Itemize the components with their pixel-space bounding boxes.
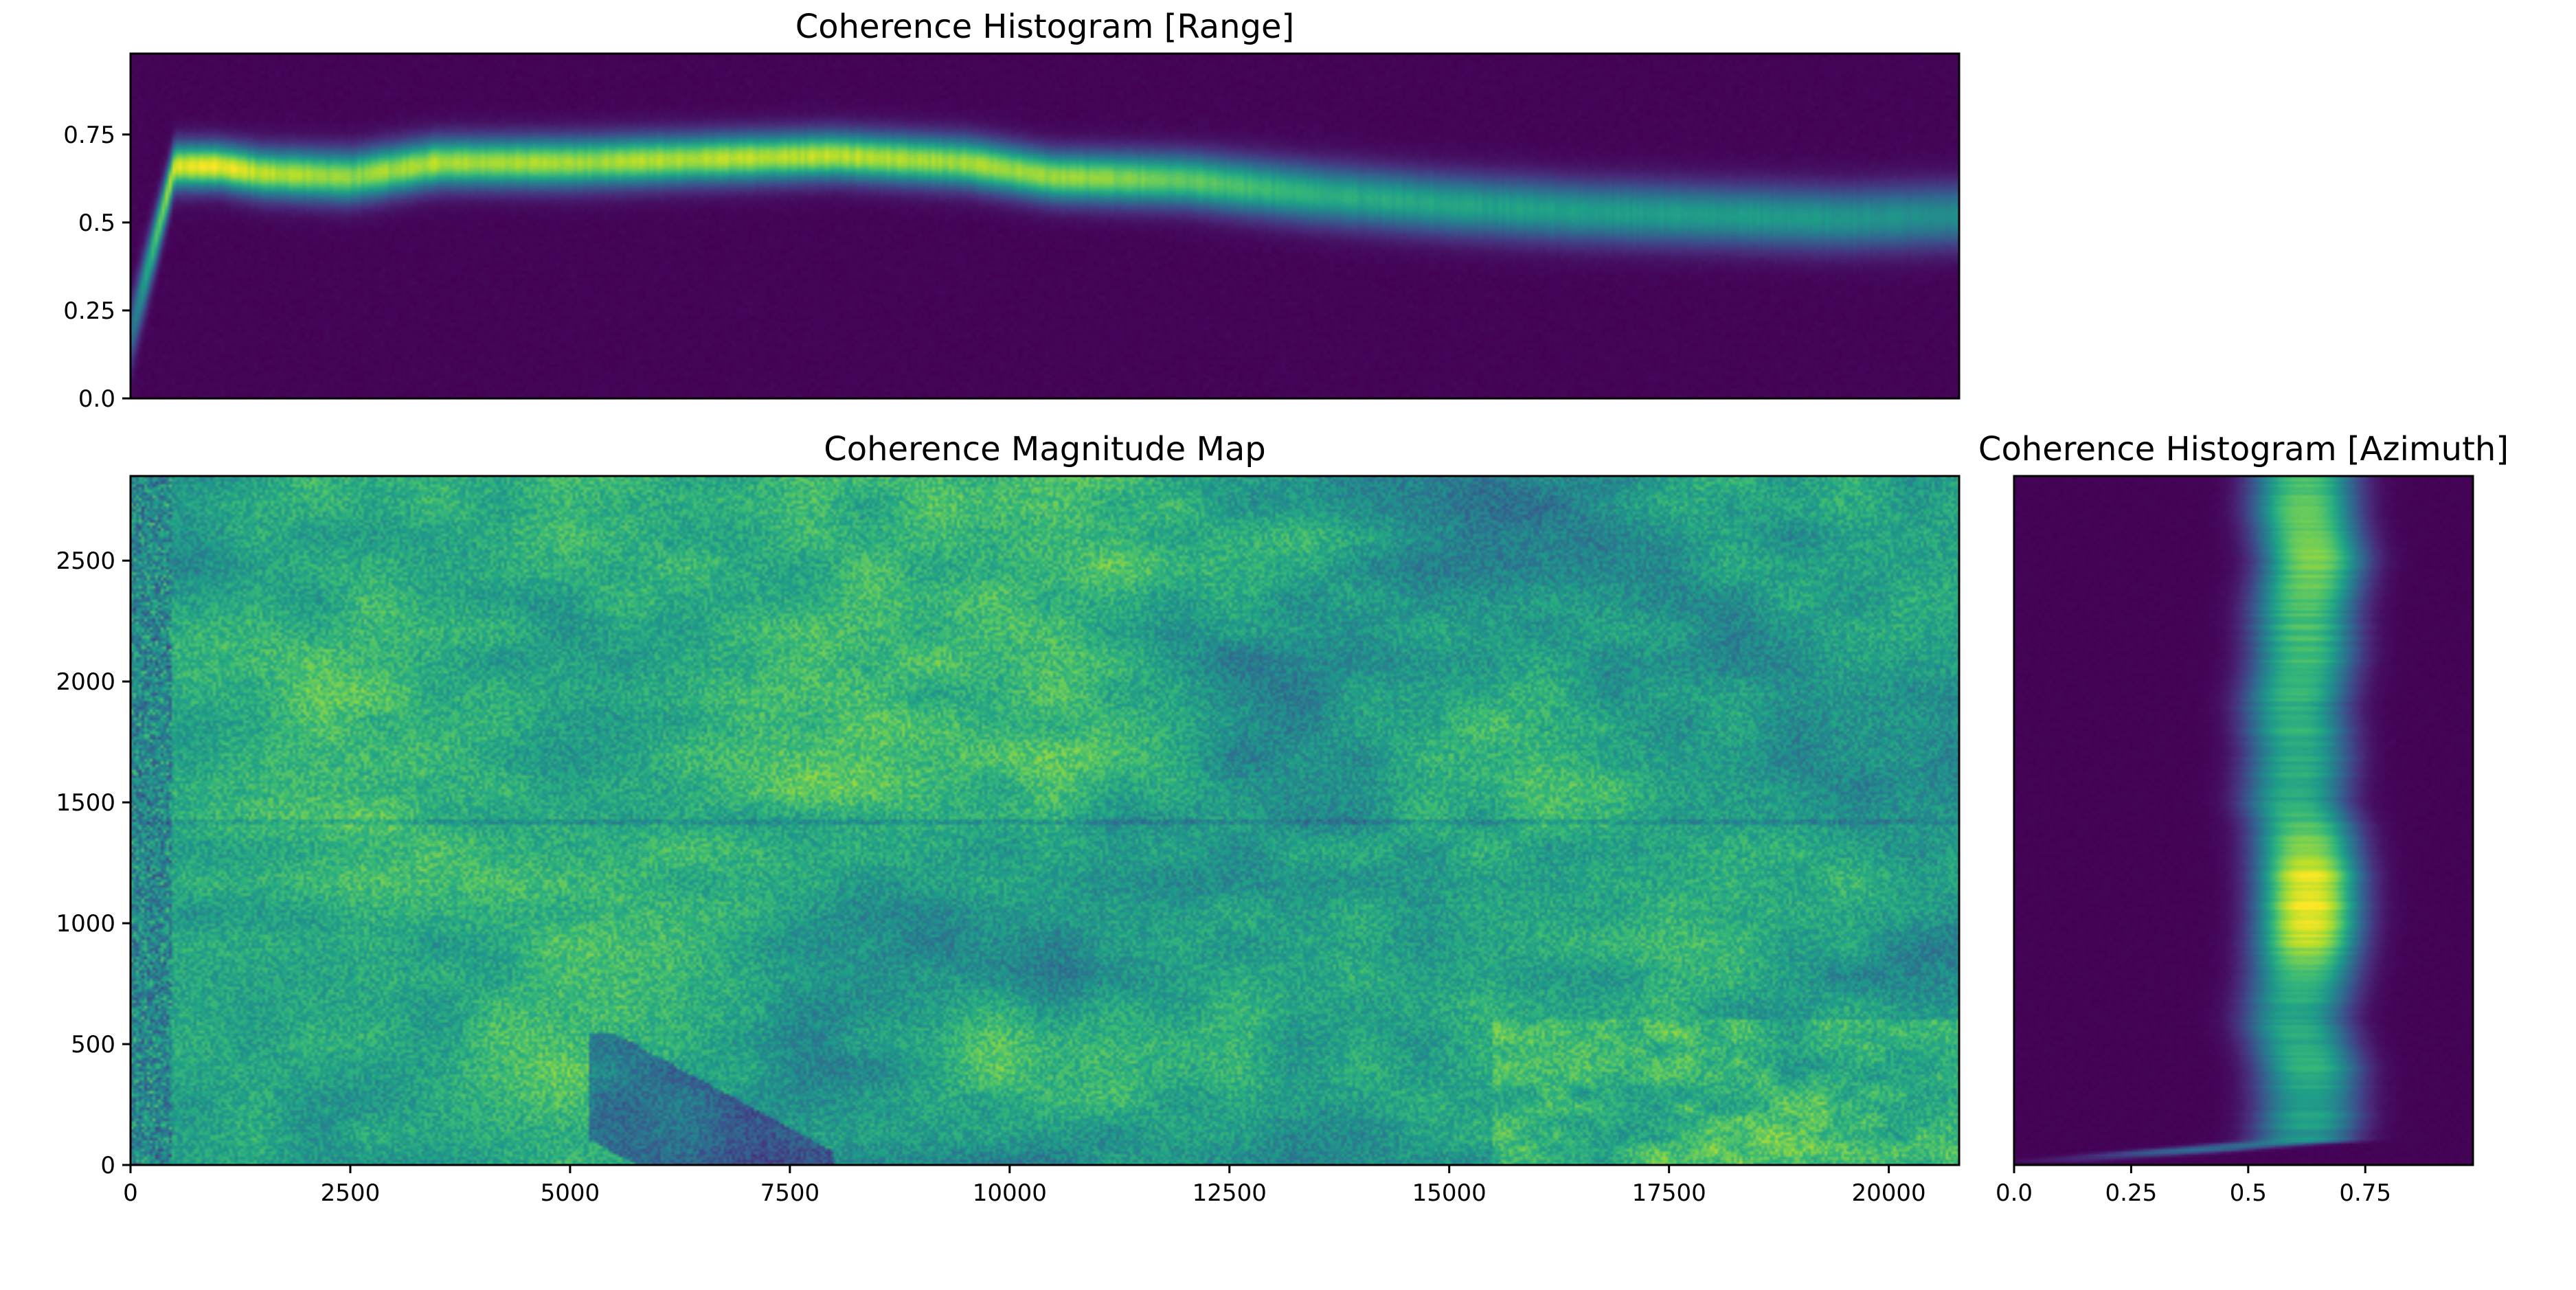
magnitude-map-y-axis: 0 500 1000 1500 2000 2500 [56, 547, 131, 1179]
magnitude-map-title: Coherence Magnitude Map [824, 430, 1266, 468]
magnitude-map-panel: Coherence Magnitude Map 0 2500 5000 7500 100… [56, 430, 1961, 1207]
map-x-tick-label: 17500 [1632, 1179, 1706, 1207]
range-histogram-frame [129, 52, 1961, 400]
azimuth-x-tick-label: 0.25 [2105, 1179, 2158, 1207]
map-x-tick-label: 0 [123, 1179, 138, 1207]
azimuth-histogram-title: Coherence Histogram [Azimuth] [1978, 430, 2509, 468]
magnitude-map-frame [129, 475, 1961, 1166]
azimuth-x-tick-label: 0.0 [1996, 1179, 2033, 1207]
map-y-tick-label: 0 [100, 1152, 115, 1179]
azimuth-histogram-image [2014, 476, 2473, 1165]
map-y-tick-label: 1500 [56, 789, 115, 817]
map-x-tick-label: 2500 [321, 1179, 381, 1207]
magnitude-map-image [131, 476, 1959, 1165]
range-y-tick-label: 0.25 [63, 297, 115, 325]
map-y-tick-label: 2000 [56, 668, 115, 696]
azimuth-histogram-panel: Coherence Histogram [Azimuth] 0.0 0.25 0.5… [1978, 430, 2509, 1207]
azimuth-x-tick-label: 0.75 [2339, 1179, 2391, 1207]
range-histogram-image [131, 54, 1959, 398]
range-histogram-y-axis: 0.0 0.25 0.5 0.75 [63, 122, 131, 413]
map-x-tick-label: 10000 [973, 1179, 1047, 1207]
range-histogram-panel: Coherence Histogram [Range] 0.00.250.50.… [63, 8, 1961, 413]
map-x-tick-label: 12500 [1193, 1179, 1267, 1207]
map-y-tick-label: 1000 [56, 910, 115, 938]
azimuth-histogram-frame [2013, 475, 2474, 1166]
range-y-tick-label: 0.5 [78, 210, 115, 237]
range-y-tick-label: 0.75 [63, 122, 115, 149]
azimuth-histogram-x-axis: 0.0 0.25 0.5 0.75 [1996, 1165, 2391, 1207]
map-y-tick-label: 2500 [56, 547, 115, 575]
range-histogram-title: Coherence Histogram [Range] [795, 8, 1295, 46]
azimuth-x-tick-label: 0.5 [2230, 1179, 2267, 1207]
map-x-tick-label: 20000 [1852, 1179, 1926, 1207]
map-y-tick-label: 500 [71, 1031, 115, 1059]
map-x-tick-label: 5000 [541, 1179, 600, 1207]
map-x-tick-label: 15000 [1412, 1179, 1487, 1207]
magnitude-map-x-axis: 0 2500 5000 7500 10000 12500 15000 17500 20000 [123, 1165, 1926, 1207]
map-x-tick-label: 7500 [760, 1179, 820, 1207]
range-y-tick-label: 0.0 [78, 385, 115, 413]
